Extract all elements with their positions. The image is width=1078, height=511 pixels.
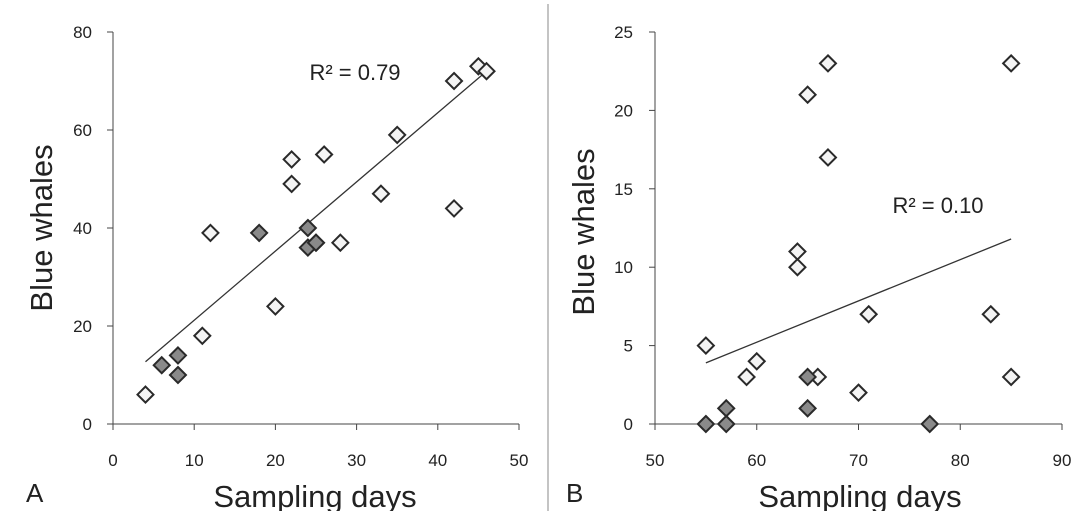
data-point-light: [1001, 53, 1021, 73]
y-tick-label: 60: [73, 121, 92, 140]
data-point-light: [330, 233, 350, 253]
trendline: [145, 70, 487, 363]
trendline: [705, 238, 1012, 364]
data-point-dark: [306, 233, 326, 253]
y-tick-label: 40: [73, 219, 92, 238]
data-point-light: [818, 148, 838, 167]
data-point-light: [747, 351, 767, 371]
y-tick-label: 0: [624, 415, 633, 434]
y-axis-label: Blue whales: [566, 148, 601, 315]
x-tick-label: 90: [1053, 451, 1072, 470]
x-tick-label: 50: [510, 451, 529, 470]
x-tick-label: 50: [646, 451, 665, 470]
x-tick-label: 20: [266, 451, 285, 470]
y-tick-label: 0: [83, 415, 92, 434]
data-point-light: [788, 257, 807, 277]
x-axis-label: Sampling days: [758, 479, 961, 511]
data-point-dark: [716, 414, 736, 434]
data-point-light: [849, 383, 868, 403]
data-point-light: [981, 304, 1001, 324]
x-tick-label: 0: [108, 451, 117, 470]
data-point-light: [788, 242, 807, 261]
y-tick-label: 25: [614, 23, 633, 42]
data-point-light: [444, 71, 464, 91]
data-point-light: [371, 184, 391, 204]
data-point-light: [192, 326, 212, 346]
data-point-light: [265, 296, 285, 316]
data-point-light: [818, 53, 838, 73]
y-axis-label: Blue whales: [24, 144, 59, 311]
panel-label: A: [26, 478, 44, 508]
data-point-dark: [152, 355, 172, 375]
data-point-dark: [249, 223, 269, 243]
data-point-dark: [696, 414, 716, 434]
data-point-light: [282, 174, 302, 194]
data-point-light: [136, 385, 155, 405]
data-point-light: [282, 149, 302, 169]
data-point-light: [1001, 367, 1021, 387]
data-point-light: [314, 145, 334, 164]
y-tick-label: 10: [614, 258, 633, 277]
data-point-light: [477, 61, 496, 81]
data-point-dark: [298, 218, 318, 238]
x-tick-label: 80: [951, 451, 970, 470]
y-tick-label: 20: [614, 101, 633, 120]
data-point-light: [696, 336, 716, 356]
x-tick-label: 30: [347, 451, 366, 470]
data-point-dark: [798, 367, 818, 387]
data-point-dark: [798, 398, 818, 418]
x-axis-label: Sampling days: [213, 479, 416, 511]
data-point-light: [444, 198, 464, 218]
data-point-dark: [920, 414, 940, 434]
r-squared-annotation: R² = 0.79: [309, 60, 400, 85]
data-point-light: [798, 85, 818, 105]
x-tick-label: 40: [428, 451, 447, 470]
y-tick-label: 5: [624, 337, 633, 356]
data-point-light: [387, 125, 407, 145]
data-point-dark: [168, 345, 188, 365]
panel-label: B: [566, 478, 583, 508]
data-point-dark: [716, 398, 736, 418]
y-tick-label: 15: [614, 180, 633, 199]
data-point-light: [201, 223, 220, 243]
data-point-light: [859, 304, 879, 324]
x-tick-label: 10: [185, 451, 204, 470]
data-point-dark: [168, 365, 188, 385]
y-tick-label: 80: [73, 23, 92, 42]
y-tick-label: 20: [73, 317, 92, 336]
x-tick-label: 60: [747, 451, 766, 470]
data-point-light: [737, 367, 756, 387]
r-squared-annotation: R² = 0.10: [892, 193, 983, 218]
x-tick-label: 70: [849, 451, 868, 470]
